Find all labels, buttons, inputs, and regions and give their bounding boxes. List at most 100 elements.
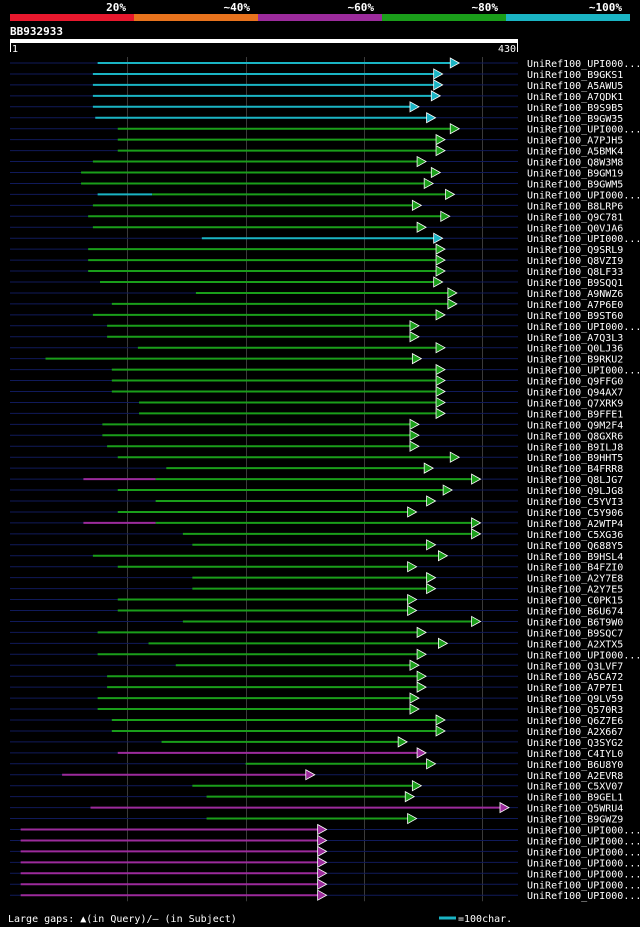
hit-row[interactable]: UniRef100_B9SQQ1 — [10, 276, 623, 289]
hit-label[interactable]: UniRef100_Q7XRK9 — [527, 398, 623, 409]
hit-label[interactable]: UniRef100_UPI000... — [527, 847, 640, 858]
hit-label[interactable]: UniRef100_A5BMK4 — [527, 147, 623, 158]
hit-label[interactable]: UniRef100_UPI000... — [527, 836, 640, 847]
hit-label[interactable]: UniRef100_Q570R3 — [527, 705, 623, 716]
hit-label[interactable]: UniRef100_UPI000... — [527, 869, 640, 880]
hit-row[interactable]: UniRef100_A7Q3L3 — [10, 331, 623, 344]
hit-label[interactable]: UniRef100_A2Y7E5 — [527, 585, 623, 596]
hit-row[interactable]: UniRef100_C4IYL0 — [10, 747, 623, 760]
hit-row[interactable]: UniRef100_B4FRR8 — [10, 462, 623, 475]
hit-row[interactable]: UniRef100_B8LRP6 — [10, 199, 623, 212]
hit-label[interactable]: UniRef100_Q94AX7 — [527, 388, 623, 399]
hit-row[interactable]: UniRef100_A2X667 — [10, 725, 623, 738]
hit-row[interactable]: UniRef100_UPI000... — [10, 363, 640, 377]
hit-label[interactable]: UniRef100_UPI000... — [527, 880, 640, 891]
hit-row[interactable]: UniRef100_Q7XRK9 — [10, 396, 623, 409]
hit-label[interactable]: UniRef100_A2EVR8 — [527, 771, 623, 782]
hit-label[interactable]: UniRef100_UPI000... — [527, 59, 640, 70]
hit-row[interactable]: UniRef100_B9GWZ9 — [10, 812, 623, 826]
hit-row[interactable]: UniRef100_A5CA72 — [10, 670, 623, 683]
hit-label[interactable]: UniRef100_Q6Z7E6 — [527, 716, 623, 727]
hit-row[interactable]: UniRef100_Q8GXR6 — [10, 429, 623, 442]
hit-label[interactable]: UniRef100_B9RKU2 — [527, 355, 623, 366]
hit-label[interactable]: UniRef100_UPI000... — [527, 234, 640, 245]
hit-label[interactable]: UniRef100_C5Y906 — [527, 508, 623, 519]
hit-label[interactable]: UniRef100_UPI000... — [527, 322, 640, 333]
hit-row[interactable]: UniRef100_Q9LJG8 — [10, 484, 623, 497]
hit-row[interactable]: UniRef100_Q3SYG2 — [10, 736, 623, 749]
hit-row[interactable]: UniRef100_B9GWM5 — [10, 177, 623, 190]
hit-label[interactable]: UniRef100_A7Q3L3 — [527, 333, 623, 344]
hit-row[interactable]: UniRef100_A7P6E0 — [10, 298, 623, 311]
hit-label[interactable]: UniRef100_B6U674 — [527, 607, 623, 618]
hit-label[interactable]: UniRef100_B9GWM5 — [527, 179, 623, 190]
hit-row[interactable]: UniRef100_Q9C781 — [10, 210, 623, 223]
hit-label[interactable]: UniRef100_UPI000... — [527, 125, 640, 136]
hit-row[interactable]: UniRef100_UPI000... — [10, 878, 640, 891]
hit-row[interactable]: UniRef100_Q9M2F4 — [10, 418, 623, 431]
hit-row[interactable]: UniRef100_B6U674 — [10, 604, 623, 618]
hit-label[interactable]: UniRef100_UPI000... — [527, 891, 640, 902]
hit-label[interactable]: UniRef100_C0PK15 — [527, 596, 623, 607]
hit-row[interactable]: UniRef100_Q8W3M8 — [10, 155, 623, 169]
hit-row[interactable]: UniRef100_UPI000... — [10, 834, 640, 847]
hit-row[interactable]: UniRef100_Q94AX7 — [10, 385, 623, 399]
hit-label[interactable]: UniRef100_B9SQC7 — [527, 628, 623, 639]
hit-row[interactable]: UniRef100_A2Y7E8 — [10, 571, 623, 585]
hit-row[interactable]: UniRef100_B6T9W0 — [10, 615, 623, 628]
hit-label[interactable]: UniRef100_C4IYL0 — [527, 749, 623, 760]
hit-row[interactable]: UniRef100_UPI000... — [10, 188, 640, 201]
hit-row[interactable]: UniRef100_Q9LV59 — [10, 692, 623, 705]
hit-row[interactable]: UniRef100_Q5WRU4 — [10, 801, 623, 815]
hit-row[interactable]: UniRef100_Q8LF33 — [10, 265, 623, 278]
hit-label[interactable]: UniRef100_Q8GXR6 — [527, 431, 623, 442]
hit-label[interactable]: UniRef100_UPI000... — [527, 190, 640, 201]
hit-row[interactable]: UniRef100_A2WTP4 — [10, 517, 623, 530]
hit-row[interactable]: UniRef100_C0PK15 — [10, 593, 623, 607]
hit-label[interactable]: UniRef100_B9HSL4 — [527, 552, 623, 563]
hit-label[interactable]: UniRef100_A7PJH5 — [527, 136, 623, 147]
hit-label[interactable]: UniRef100_B9FFE1 — [527, 409, 623, 420]
hit-label[interactable]: UniRef100_B9ST60 — [527, 311, 623, 322]
hit-row[interactable]: UniRef100_C5YVI3 — [10, 495, 623, 508]
hit-label[interactable]: UniRef100_B9GKS1 — [527, 70, 623, 81]
hit-label[interactable]: UniRef100_Q9SRL9 — [527, 245, 623, 256]
hit-row[interactable]: UniRef100_B9GM19 — [10, 166, 623, 180]
hit-label[interactable]: UniRef100_A9NWZ6 — [527, 289, 623, 300]
hit-row[interactable]: UniRef100_A7PJH5 — [10, 133, 623, 147]
hit-row[interactable]: UniRef100_UPI000... — [10, 232, 640, 245]
hit-row[interactable]: UniRef100_B6U8Y0 — [10, 758, 623, 771]
hit-label[interactable]: UniRef100_B9GW35 — [527, 114, 623, 125]
hit-label[interactable]: UniRef100_A7QDK1 — [527, 92, 623, 103]
hit-label[interactable]: UniRef100_B9GWZ9 — [527, 815, 623, 826]
hit-row[interactable]: UniRef100_Q8VZI9 — [10, 254, 623, 267]
hit-row[interactable]: UniRef100_UPI000... — [10, 867, 640, 880]
hit-row[interactable]: UniRef100_Q3LVF7 — [10, 659, 623, 672]
hit-row[interactable]: UniRef100_UPI000... — [10, 648, 640, 661]
hit-label[interactable]: UniRef100_UPI000... — [527, 826, 640, 837]
hit-row[interactable]: UniRef100_Q0VJA6 — [10, 221, 623, 234]
hit-row[interactable]: UniRef100_UPI000... — [10, 845, 640, 858]
hit-label[interactable]: UniRef100_B9HHT5 — [527, 453, 623, 464]
hit-label[interactable]: UniRef100_C5XV07 — [527, 782, 623, 793]
hit-row[interactable]: UniRef100_B9ILJ8 — [10, 440, 623, 453]
hit-row[interactable]: UniRef100_A5BMK4 — [10, 144, 623, 158]
hit-label[interactable]: UniRef100_Q0VJA6 — [527, 223, 623, 234]
hit-row[interactable]: UniRef100_A5AWU5 — [10, 79, 623, 92]
hit-row[interactable]: UniRef100_B9GKS1 — [10, 68, 623, 81]
hit-row[interactable]: UniRef100_B9RKU2 — [10, 352, 623, 366]
hit-label[interactable]: UniRef100_B8LRP6 — [527, 201, 623, 212]
hit-row[interactable]: UniRef100_A2EVR8 — [10, 769, 623, 782]
hit-label[interactable]: UniRef100_B4FZI0 — [527, 563, 623, 574]
hit-label[interactable]: UniRef100_A5AWU5 — [527, 81, 623, 92]
hit-row[interactable]: UniRef100_B9S9B5 — [10, 101, 623, 114]
hit-label[interactable]: UniRef100_B9S9B5 — [527, 103, 623, 114]
hit-label[interactable]: UniRef100_Q688Y5 — [527, 541, 623, 552]
hit-row[interactable]: UniRef100_A2XTX5 — [10, 637, 623, 650]
hit-label[interactable]: UniRef100_A2Y7E8 — [527, 574, 623, 585]
hit-label[interactable]: UniRef100_B6U8Y0 — [527, 760, 623, 771]
hit-label[interactable]: UniRef100_C5XG36 — [527, 530, 623, 541]
hit-row[interactable]: UniRef100_B9GEL1 — [10, 790, 623, 804]
hit-row[interactable]: UniRef100_UPI000... — [10, 823, 640, 837]
hit-label[interactable]: UniRef100_Q8LJG7 — [527, 475, 623, 486]
